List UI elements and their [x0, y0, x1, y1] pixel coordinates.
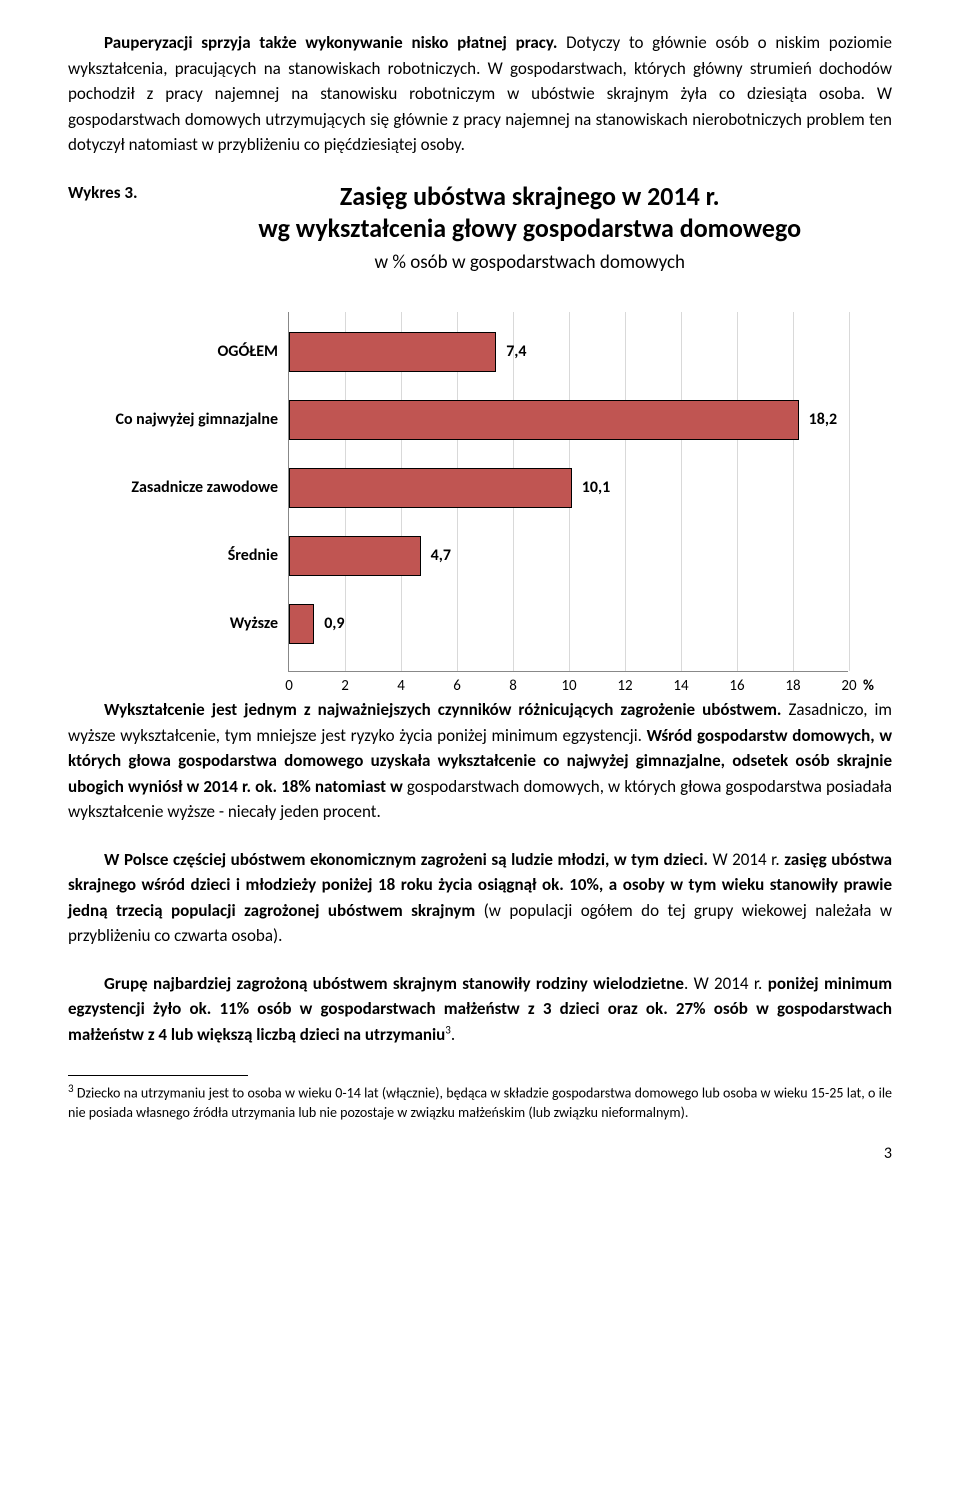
paragraph-3: W Polsce częściej ubóstwem ekonomicznym …: [68, 847, 892, 949]
para3-t2: W 2014 r.: [708, 849, 784, 870]
para2-b1: Wykształcenie jest jednym z najważniejsz…: [104, 699, 781, 720]
bar-row: 10,1: [289, 468, 610, 508]
category-label: Zasadnicze zawodowe: [98, 476, 278, 500]
bar: [289, 536, 421, 576]
x-axis-unit: %: [863, 675, 874, 698]
bar-row: 0,9: [289, 604, 345, 644]
bar: [289, 400, 799, 440]
paragraph-2: Wykształcenie jest jednym z najważniejsz…: [68, 697, 892, 825]
category-label: Co najwyżej gimnazjalne: [98, 408, 278, 432]
x-tick: 18: [785, 675, 800, 698]
footnote-text: 3 Dziecko na utrzymaniu jest to osoba w …: [68, 1082, 892, 1122]
bar-value: 0,9: [324, 612, 344, 636]
footnote-separator: [68, 1075, 248, 1076]
x-tick: 20: [841, 675, 856, 698]
x-tick: 10: [561, 675, 576, 698]
x-tick: 14: [673, 675, 688, 698]
footnote-body: Dziecko na utrzymaniu jest to osoba w wi…: [68, 1085, 892, 1121]
x-tick: 12: [617, 675, 632, 698]
category-label: Średnie: [98, 544, 278, 568]
x-tick: 4: [397, 675, 405, 698]
page-number: 3: [68, 1142, 892, 1166]
bar: [289, 468, 572, 508]
bar-row: 18,2: [289, 400, 837, 440]
chart-title-line1: Zasięg ubóstwa skrajnego w 2014 r.: [168, 180, 892, 213]
para3-b1: W Polsce częściej ubóstwem ekonomicznym …: [104, 849, 708, 870]
x-tick: 8: [509, 675, 517, 698]
paragraph-1: Pauperyzacji sprzyja także wykonywanie n…: [68, 30, 892, 158]
bar: [289, 332, 496, 372]
bar: [289, 604, 314, 644]
poverty-chart: 02468101214161820%OGÓŁEM7,4Co najwyżej g…: [108, 312, 888, 672]
chart-subtitle: w % osób w gospodarstwach domowych: [168, 249, 892, 278]
bar-value: 7,4: [506, 340, 526, 364]
chart-label: Wykres 3.: [68, 180, 138, 206]
bar-value: 4,7: [431, 544, 451, 568]
para4-t4: .: [451, 1024, 455, 1045]
bar-row: 7,4: [289, 332, 527, 372]
category-label: OGÓŁEM: [98, 340, 278, 364]
para1-bold: Pauperyzacji sprzyja także wykonywanie n…: [104, 32, 557, 53]
x-tick: 16: [729, 675, 744, 698]
x-tick: 2: [341, 675, 349, 698]
bar-row: 4,7: [289, 536, 451, 576]
para4-t2: . W 2014 r.: [684, 973, 768, 994]
bar-value: 18,2: [809, 408, 837, 432]
x-tick: 0: [285, 675, 293, 698]
bar-value: 10,1: [582, 476, 610, 500]
paragraph-4: Grupę najbardziej zagrożoną ubóstwem skr…: [68, 971, 892, 1048]
para4-b1: Grupę najbardziej zagrożoną ubóstwem skr…: [104, 973, 684, 994]
x-tick: 6: [453, 675, 461, 698]
chart-title-line2: wg wykształcenia głowy gospodarstwa domo…: [168, 212, 892, 245]
category-label: Wyższe: [98, 612, 278, 636]
